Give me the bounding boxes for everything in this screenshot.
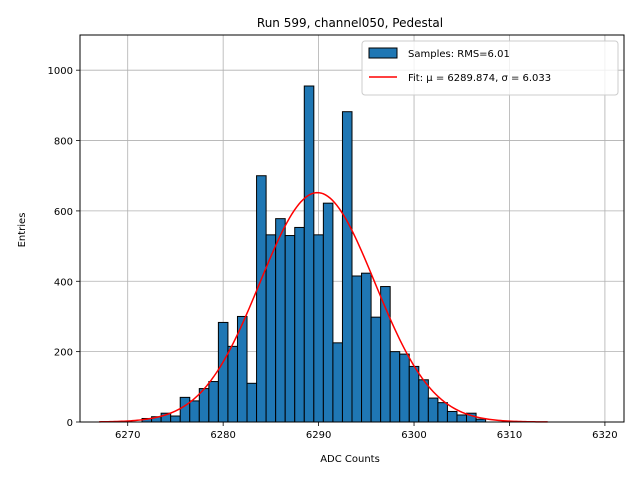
histogram-bar — [341, 111, 353, 423]
histogram-bar — [313, 234, 324, 423]
histogram-bar — [303, 85, 315, 423]
histogram-bar — [246, 382, 258, 423]
histogram-bar — [456, 414, 468, 423]
x-axis-label: ADC Counts — [320, 454, 380, 465]
histogram-bars — [141, 85, 487, 423]
histogram-bar — [446, 410, 458, 423]
histogram-bar — [332, 342, 343, 423]
y-tick-label: 400 — [54, 277, 73, 288]
x-axis-ticks: 6270 6280 6290 6300 6310 6320 — [115, 422, 618, 441]
x-tick-label: 6300 — [401, 430, 426, 441]
histogram-bar — [399, 353, 410, 423]
y-tick-label: 0 — [67, 418, 73, 429]
chart-title: Run 599, channel050, Pedestal — [257, 16, 443, 30]
histogram-bar — [370, 316, 382, 423]
legend-box — [361, 40, 619, 96]
histogram-bar — [256, 175, 267, 423]
histogram-bar — [208, 381, 219, 423]
y-tick-label: 1000 — [48, 66, 73, 77]
x-tick-label: 6270 — [115, 430, 140, 441]
legend-label-fit: Fit: μ = 6289.874, σ = 6.033 — [408, 73, 551, 84]
histogram-bar — [389, 351, 401, 423]
histogram-bar — [408, 365, 420, 423]
y-tick-label: 800 — [54, 137, 73, 148]
histogram-bar — [427, 397, 439, 423]
histogram-bar — [217, 321, 229, 423]
histogram-bar — [322, 202, 334, 423]
x-tick-label: 6320 — [592, 430, 617, 441]
y-axis-ticks: 0 200 400 600 800 1000 — [48, 66, 80, 429]
x-tick-label: 6280 — [210, 430, 235, 441]
histogram-bar — [437, 402, 448, 423]
histogram-bar — [284, 235, 296, 423]
y-tick-label: 200 — [54, 348, 73, 359]
histogram-bar — [351, 275, 363, 423]
fit-curve-layer — [99, 191, 548, 423]
histogram-bar — [418, 379, 429, 423]
histogram-bar — [189, 400, 200, 423]
histogram-bar — [179, 396, 191, 423]
histogram-bar — [170, 415, 181, 423]
histogram-bar — [227, 345, 238, 423]
y-axis-label: Entries — [17, 213, 28, 248]
x-tick-label: 6290 — [306, 430, 331, 441]
x-tick-label: 6310 — [497, 430, 522, 441]
plot-frame — [79, 34, 625, 423]
histogram-bar — [275, 218, 286, 423]
legend-swatch-histogram — [368, 47, 398, 59]
legend-label-histogram: Samples: RMS=6.01 — [408, 49, 510, 60]
histogram-bar — [361, 272, 372, 423]
y-tick-label: 600 — [54, 207, 73, 218]
histogram-bar — [294, 226, 305, 423]
fit-curve — [99, 191, 548, 423]
legend: Samples: RMS=6.01 Fit: μ = 6289.874, σ =… — [361, 40, 619, 96]
